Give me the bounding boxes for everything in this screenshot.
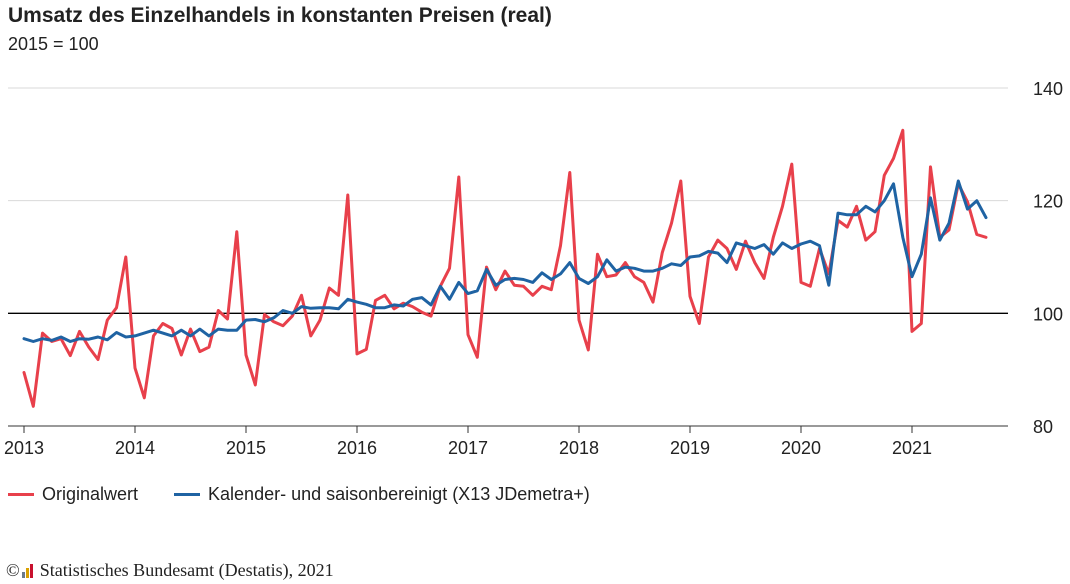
x-axis: 2013 2014 2015 2016 2017 2018 2019 2020 2021 [4,425,1008,458]
source-note: © Statistisches Bundesamt (Destatis), 20… [6,560,334,581]
legend: Originalwert Kalender- und saisonbereini… [8,484,626,505]
x-tick-label: 2021 [892,438,932,458]
legend-label-original: Originalwert [42,484,139,504]
x-tick-label: 2019 [670,438,710,458]
copyright-symbol: © [6,560,20,580]
y-axis: 80 100 120 140 [1033,79,1063,437]
series-line-original [22,128,988,408]
x-tick-label: 2015 [226,438,266,458]
chart-subtitle: 2015 = 100 [8,34,99,54]
series-line-adjusted [22,179,988,343]
y-tick-label: 100 [1033,304,1063,324]
grid-lines [8,87,1008,315]
source-text: Statistisches Bundesamt (Destatis), 2021 [39,560,334,580]
x-tick-label: 2018 [559,438,599,458]
series-lines [22,128,988,408]
y-tick-label: 120 [1033,192,1063,212]
destatis-logo-icon [21,563,34,578]
legend-item-original: Originalwert [8,484,138,505]
legend-label-adjusted: Kalender- und saisonbereinigt (X13 JDeme… [208,484,590,504]
legend-swatch-original [8,493,34,496]
chart-title: Umsatz des Einzelhandels in konstanten P… [8,4,552,27]
legend-item-adjusted: Kalender- und saisonbereinigt (X13 JDeme… [174,484,590,505]
y-tick-label: 80 [1033,417,1053,437]
x-tick-label: 2013 [4,438,44,458]
x-tick-label: 2017 [448,438,488,458]
line-chart: 80 100 120 140 2013 2014 2015 2016 2017 2018 2019… [4,79,1063,458]
x-tick-label: 2016 [337,438,377,458]
legend-swatch-adjusted [174,493,201,496]
x-tick-label: 2014 [115,438,155,458]
x-tick-label: 2020 [781,438,821,458]
y-tick-label: 140 [1033,79,1063,99]
